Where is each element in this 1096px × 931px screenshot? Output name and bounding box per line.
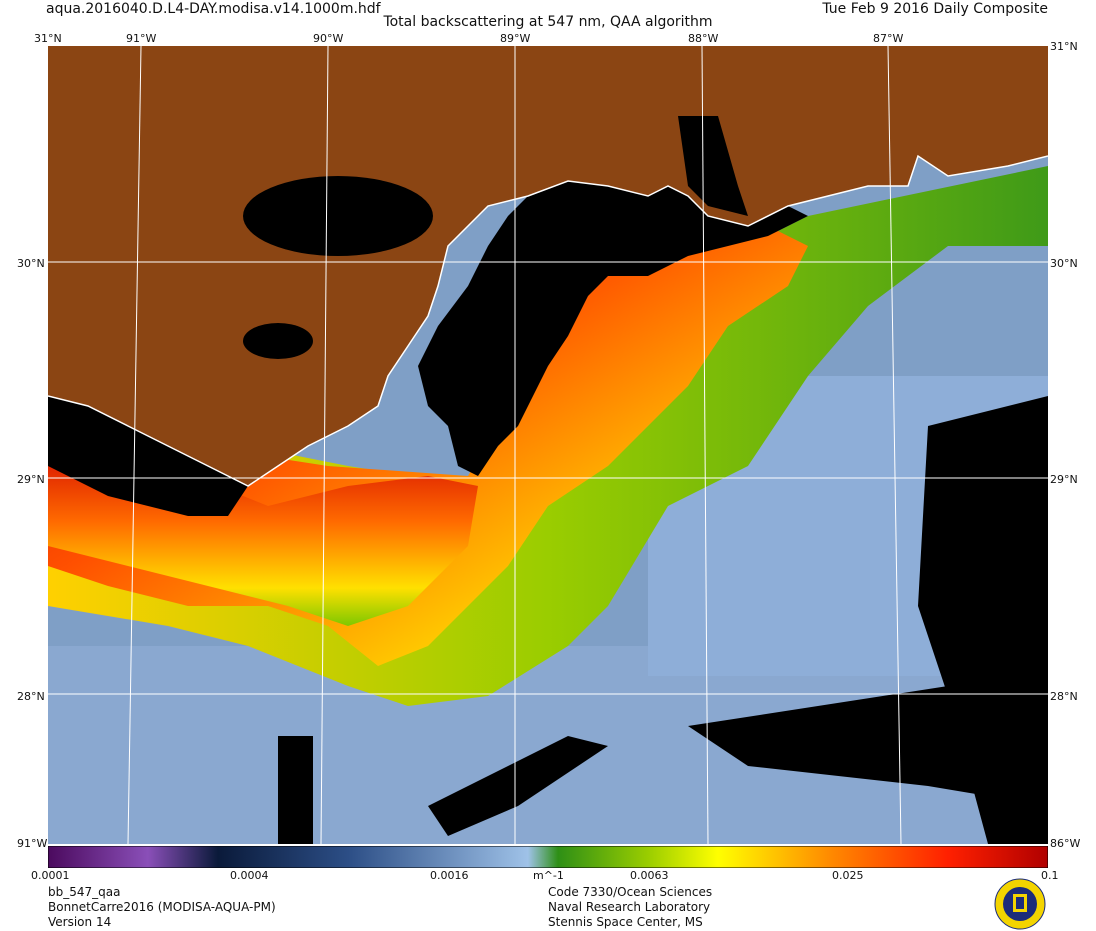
lon-label-90w: 90°W: [313, 32, 344, 45]
org-line-1: Code 7330/Ocean Sciences: [548, 885, 713, 899]
map-title: Total backscattering at 547 nm, QAA algo…: [383, 14, 713, 30]
corner-label-top-left: 31°N: [34, 32, 62, 45]
map-canvas: [48, 46, 1048, 844]
org-line-3: Stennis Space Center, MS: [548, 915, 703, 929]
colorbar-label-0016: 0.0016: [430, 869, 469, 882]
lon-label-87w: 87°W: [873, 32, 904, 45]
satellite-map: [48, 46, 1048, 844]
lat-label-29n-right: 29°N: [1050, 473, 1078, 486]
lat-label-29n-left: 29°N: [17, 473, 45, 486]
colorbar-units: m^-1: [533, 869, 564, 882]
version-label: Version 14: [48, 915, 112, 929]
corner-label-bottom-left: 91°W: [17, 837, 48, 850]
colorbar-label-01: 0.1: [1041, 869, 1059, 882]
lat-label-28n-left: 28°N: [17, 690, 45, 703]
nrl-seal-icon: [994, 878, 1046, 930]
colorbar: [48, 846, 1048, 868]
lat-label-30n-right: 30°N: [1050, 257, 1078, 270]
org-line-2: Naval Research Laboratory: [548, 900, 711, 914]
colorbar-label-0001: 0.0001: [31, 869, 70, 882]
file-name-label: aqua.2016040.D.L4-DAY.modisa.v14.1000m.h…: [46, 1, 381, 17]
lon-label-89w: 89°W: [500, 32, 531, 45]
colorbar-label-025: 0.025: [832, 869, 864, 882]
composite-date-label: Tue Feb 9 2016 Daily Composite: [822, 1, 1048, 17]
graticule: [48, 46, 1048, 844]
colorbar-label-0063: 0.0063: [630, 869, 669, 882]
dataset-name: BonnetCarre2016 (MODISA-AQUA-PM): [48, 900, 276, 914]
lon-label-88w: 88°W: [688, 32, 719, 45]
lat-label-28n-right: 28°N: [1050, 690, 1078, 703]
lon-label-91w: 91°W: [126, 32, 157, 45]
corner-label-bottom-right: 86°W: [1050, 837, 1081, 850]
colorbar-label-0004: 0.0004: [230, 869, 269, 882]
lat-label-30n-left: 30°N: [17, 257, 45, 270]
product-name: bb_547_qaa: [48, 885, 121, 899]
corner-label-top-right: 31°N: [1050, 40, 1078, 53]
coastline: [48, 154, 1048, 487]
nodata-patches: [278, 396, 1048, 844]
